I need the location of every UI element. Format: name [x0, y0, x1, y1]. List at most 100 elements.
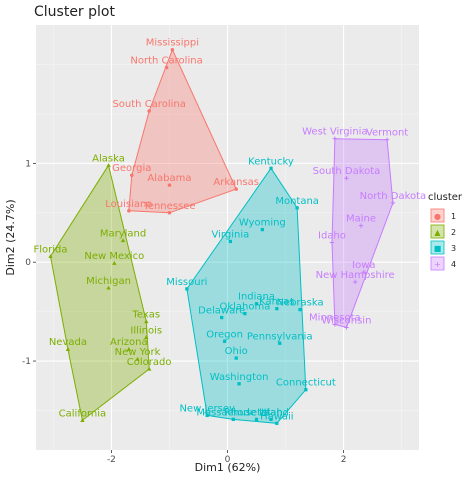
point-label-missouri: Missouri	[166, 277, 207, 288]
point-montana	[295, 206, 299, 210]
legend: cluster ● 1 ▲ 2 ■ 3 + 4	[428, 192, 463, 271]
cluster-3-hull	[186, 167, 307, 424]
y-tick-label: 1	[25, 159, 31, 169]
point-washington	[237, 382, 241, 386]
x-tick-label: -2	[107, 455, 116, 465]
point-wisconsin	[344, 325, 349, 330]
legend-label-4: 4	[451, 260, 456, 269]
point-label-hawaii: Hawaii	[260, 411, 294, 422]
point-label-vermont: Vermont	[366, 128, 408, 139]
point-kentucky	[269, 166, 273, 170]
point-label-connecticut: Connecticut	[276, 378, 336, 389]
point-label-alaska: Alaska	[92, 153, 125, 164]
axis-ticks: -2 0 2 -1 0 1	[22, 159, 346, 465]
point-alaska	[106, 163, 111, 167]
x-tick-label: 0	[225, 455, 231, 465]
point-label-massachusetts: Massachusetts	[196, 407, 270, 418]
point-iowa	[361, 269, 367, 275]
point-oregon	[222, 339, 227, 343]
point-label-kentucky: Kentucky	[248, 156, 294, 167]
point-wyoming	[260, 227, 264, 232]
point-label-texas: Texas	[131, 310, 160, 321]
point-massachusetts	[231, 417, 235, 422]
point-new-hampshire	[352, 279, 358, 285]
point-label-pennsylvania: Pennsylvania	[247, 331, 313, 342]
legend-key-1	[430, 208, 445, 223]
point-nebraska	[298, 308, 302, 312]
point-nevada	[65, 346, 71, 351]
legend-label-3: 3	[451, 244, 456, 253]
point-connecticut	[304, 388, 308, 392]
point-label-ohio: Ohio	[225, 346, 248, 357]
point-label-virginia: Virginia	[212, 229, 250, 240]
point-florida	[48, 254, 53, 258]
point-louisiana	[127, 209, 131, 213]
point-label-colorado: Colorado	[127, 357, 172, 368]
point-label-south-dakota: South Dakota	[313, 166, 381, 177]
point-label-alabama: Alabama	[147, 173, 191, 184]
legend-glyph-1: ●	[434, 212, 441, 221]
point-label-nebraska: Nebraska	[276, 298, 323, 309]
legend-title: cluster	[428, 192, 463, 203]
point-label-kansas: Kansas	[259, 297, 294, 308]
y-axis-title: Dim2 (24.7%)	[4, 199, 17, 275]
point-label-rhode-island: Rhode Island	[224, 407, 289, 418]
point-west-virginia	[332, 136, 338, 141]
point-label-north-dakota: North Dakota	[360, 191, 427, 202]
point-label-indiana: Indiana	[238, 292, 275, 303]
point-illinois	[144, 335, 149, 339]
point-label-new-jersey: New Jersey	[179, 403, 235, 414]
point-label-illinois: Illinois	[130, 325, 162, 336]
point-rhode-island	[254, 417, 259, 422]
point-label-south-carolina: South Carolina	[112, 99, 185, 110]
grid-lines	[36, 25, 419, 450]
point-hawaii	[275, 421, 279, 425]
point-alabama	[167, 183, 172, 187]
point-label-north-carolina: North Carolina	[130, 56, 202, 67]
point-michigan	[106, 285, 111, 290]
point-label-oregon: Oregon	[206, 329, 243, 340]
point-north-dakota	[390, 200, 396, 206]
legend-key-2	[430, 224, 445, 239]
point-label-georgia: Georgia	[112, 163, 151, 174]
point-new-york	[135, 356, 140, 361]
point-label-new-york: New York	[115, 347, 161, 358]
chart-title: Cluster plot	[34, 4, 115, 20]
y-tick-label: -1	[22, 357, 31, 367]
point-mississippi	[170, 47, 175, 52]
point-label-maryland: Maryland	[100, 228, 146, 239]
y-tick-label: 0	[25, 258, 31, 268]
point-missouri	[185, 287, 189, 291]
point-idaho	[329, 240, 335, 245]
point-label-louisiana: Louisiana	[105, 199, 152, 210]
point-virginia	[228, 239, 233, 244]
point-south-dakota	[344, 175, 349, 181]
point-north-carolina	[164, 65, 169, 70]
point-label-iowa: Iowa	[352, 260, 375, 271]
point-kansas	[275, 307, 279, 311]
point-label-oklahoma: Oklahoma	[219, 302, 270, 313]
legend-glyph-4: +	[434, 260, 441, 269]
x-axis-title: Dim1 (62%)	[195, 461, 261, 474]
point-label-idaho: Idaho	[318, 230, 346, 241]
point-label-michigan: Michigan	[86, 276, 131, 287]
point-label-utah: Utah	[259, 407, 283, 418]
point-label-new-hampshire: New Hampshire	[316, 270, 395, 281]
point-label-arkansas: Arkansas	[213, 177, 259, 188]
point-colorado	[146, 366, 152, 371]
legend-key-4	[430, 256, 445, 271]
point-label-california: California	[59, 408, 107, 419]
point-georgia	[129, 173, 134, 177]
legend-key-3	[430, 240, 445, 255]
point-vermont	[384, 137, 390, 142]
point-label-wyoming: Wyoming	[239, 218, 286, 229]
point-utah	[269, 417, 273, 422]
legend-glyph-3: ■	[434, 244, 442, 253]
point-label-delaware: Delaware	[198, 306, 245, 317]
point-minnesota	[332, 322, 338, 327]
legend-label-1: 1	[451, 212, 456, 221]
point-delaware	[220, 315, 224, 320]
point-label-montana: Montana	[275, 196, 319, 207]
point-texas	[144, 319, 149, 324]
